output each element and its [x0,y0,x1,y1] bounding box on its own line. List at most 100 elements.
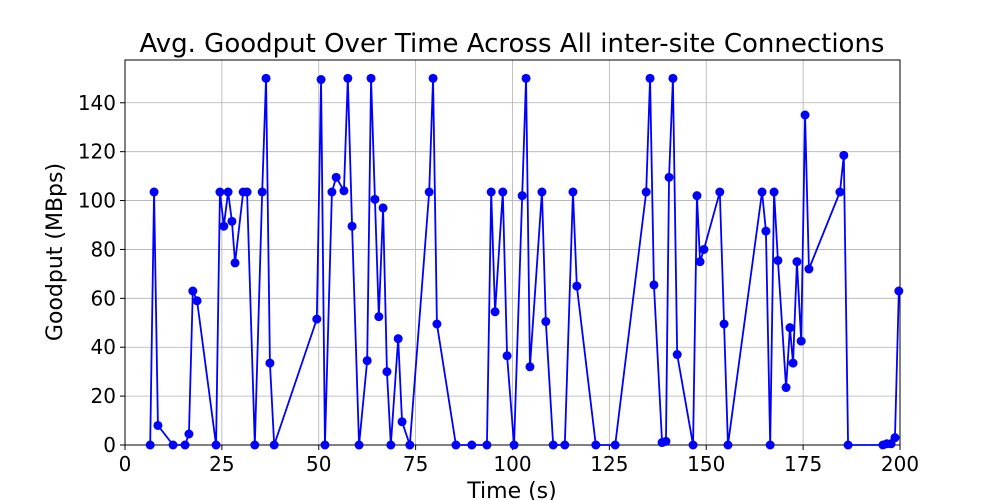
data-point [320,440,330,450]
data-point [839,150,849,160]
y-axis-label: Goodput (MBps) [43,163,68,341]
data-point [347,221,357,231]
x-tick-label: 125 [590,452,628,476]
data-point [269,440,279,450]
data-point [219,221,229,231]
data-point [757,187,767,197]
chart-title: Avg. Goodput Over Time Across All inter-… [140,29,885,59]
data-point [517,191,527,201]
data-point [149,187,159,197]
y-tick-label: 40 [91,335,116,359]
data-point [257,187,267,197]
data-point [343,73,353,83]
data-point [719,319,729,329]
data-point [781,383,791,393]
y-tick-label: 140 [78,91,116,115]
data-point [645,73,655,83]
data-point [354,440,364,450]
data-point [331,172,341,182]
data-point [715,187,725,197]
data-point [467,440,477,450]
y-tick-label: 80 [91,237,116,261]
data-point [761,226,771,236]
x-tick-label: 150 [687,452,725,476]
data-point [490,307,500,317]
data-point [327,187,337,197]
data-point [451,440,461,450]
data-point [316,75,326,85]
data-point [765,440,775,450]
x-tick-label: 0 [119,452,132,476]
x-tick-label: 100 [493,452,531,476]
y-tick-label: 0 [103,433,116,457]
data-point [168,440,178,450]
data-point [695,257,705,267]
data-point [428,73,438,83]
data-point [560,440,570,450]
data-point [397,417,407,427]
data-point [843,440,853,450]
data-point [145,440,155,450]
data-point [525,362,535,372]
data-point [672,350,682,360]
data-point [894,286,904,296]
data-point [192,296,202,306]
x-tick-label: 75 [403,452,428,476]
data-point [188,286,198,296]
x-tick-label: 175 [784,452,822,476]
data-point [339,186,349,196]
data-point [699,244,709,254]
data-point [265,358,275,368]
data-point [393,334,403,344]
data-point [211,440,221,450]
data-point [486,187,496,197]
data-point [153,420,163,430]
data-point [374,312,384,322]
y-tick-label: 120 [78,140,116,164]
data-point [548,440,558,450]
data-point [785,323,795,333]
data-point [180,440,190,450]
data-point [773,255,783,265]
x-axis-label: Time (s) [466,479,556,500]
y-tick-label: 60 [91,286,116,310]
x-tick-label: 25 [209,452,234,476]
data-point [692,191,702,201]
data-point [591,440,601,450]
data-point [366,73,376,83]
data-point [432,319,442,329]
data-point [261,73,271,83]
data-point [215,187,225,197]
data-point [378,203,388,213]
data-point [482,440,492,450]
data-point [796,336,806,346]
data-point [541,317,551,327]
y-tick-label: 20 [91,384,116,408]
data-point [223,187,233,197]
data-point [405,440,415,450]
x-tick-label: 200 [881,452,919,476]
data-point [509,440,519,450]
data-point [521,73,531,83]
data-point [568,187,578,197]
data-point [668,73,678,83]
data-point [370,194,380,204]
data-point [424,187,434,197]
data-point [386,440,396,450]
data-point [800,110,810,120]
data-point [227,216,237,226]
data-point [312,314,322,324]
data-point [890,433,900,443]
data-point [641,187,651,197]
data-point [788,358,798,368]
y-tick-label: 100 [78,189,116,213]
data-point [792,257,802,267]
data-point [230,258,240,268]
data-point [498,187,508,197]
data-point [723,440,733,450]
data-point [502,351,512,361]
data-point [362,356,372,366]
data-point [382,367,392,377]
